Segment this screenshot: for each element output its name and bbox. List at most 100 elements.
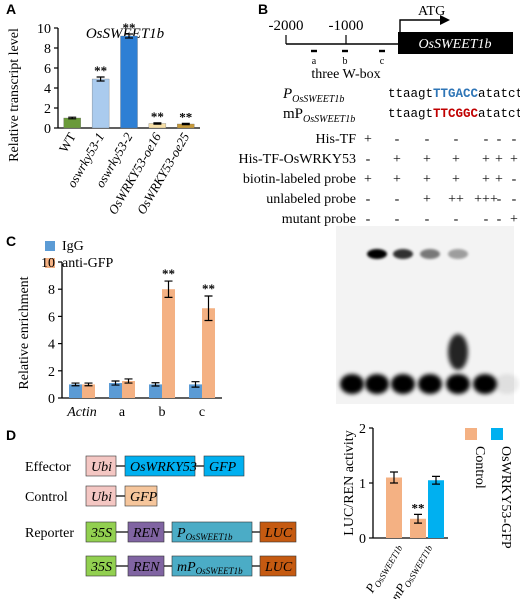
- chart-a-y-tick-label: 0: [44, 122, 51, 137]
- emsa-cell-3-5: -: [497, 192, 502, 207]
- wbox-site-a: a: [312, 56, 317, 67]
- emsa-row-label-2: biotin-labeled probe: [243, 172, 356, 187]
- effector-wrky53-label: OsWRKY53: [130, 460, 197, 475]
- chart-c-errbar-1-3: [204, 295, 213, 322]
- chart-a-y-tick-label: 8: [44, 42, 51, 57]
- reporter-promoter-wt-label: POsSWEET1b: [176, 526, 233, 542]
- chart-c-legend-label-0: IgG: [62, 239, 84, 254]
- chart-a-sig-3: **: [151, 109, 164, 124]
- chart-c-sig-1-3: **: [202, 281, 215, 296]
- emsa-condition-table: His-TF + - - - - - -His-TF-OsWRKY53- + + + + + +bioti…: [239, 132, 519, 227]
- chart-a-bar-2: [120, 35, 138, 129]
- emsa-cell-3-2: +: [423, 192, 431, 207]
- chart-d-bar-0: [386, 477, 402, 538]
- effector-label: Effector: [25, 460, 71, 475]
- gel-free-probe-5: [473, 374, 497, 394]
- gel-free-probe-1: [365, 374, 389, 394]
- emsa-gel-image: [336, 226, 519, 404]
- chart-a-errbar-0: [68, 116, 77, 120]
- emsa-cell-4-3: -: [454, 212, 459, 227]
- chart-a-sig-4: **: [179, 109, 192, 124]
- control-label: Control: [25, 490, 68, 505]
- chart-c-y-tick-label: 2: [48, 365, 55, 380]
- emsa-cell-0-3: -: [454, 132, 459, 147]
- emsa-cell-4-2: -: [425, 212, 430, 227]
- chart-a-errbar-2: [125, 33, 133, 39]
- emsa-cell-2-4: +: [482, 172, 490, 187]
- seq-mut-label: mPOsSWEET1b: [283, 106, 355, 125]
- chart-c-bar-1-2: [162, 289, 175, 398]
- chart-c-ylabel: Relative enrichment: [17, 276, 32, 389]
- control-gfp-box: [124, 485, 158, 507]
- gel-free-probe-6: [495, 374, 519, 394]
- reporter-luc-box: [259, 521, 297, 543]
- chart-c-legend-swatch-0: [45, 241, 55, 251]
- emsa-cell-2-6: -: [512, 172, 517, 187]
- emsa-cell-3-3: ++: [448, 192, 464, 207]
- tss-arrow: [399, 19, 440, 32]
- emsa-cell-4-5: -: [497, 212, 502, 227]
- effector-ubi-label: Ubi: [91, 460, 112, 475]
- chart-c-y-tick-label: 6: [48, 310, 55, 325]
- emsa-row-label-3: unlabeled probe: [266, 192, 356, 207]
- wbox-site-c: c: [380, 56, 385, 67]
- chart-c-bar-1-3: [202, 308, 215, 398]
- chart-c-errbar-0-1: [111, 380, 120, 386]
- chart-c-y-tick-label: 10: [41, 256, 55, 271]
- chart-a-y-tick-label: 2: [44, 102, 51, 117]
- emsa-cell-2-1: +: [393, 172, 401, 187]
- effector-gfp-box: [203, 455, 245, 477]
- promoter-diagram: -2000 -1000 OsSWEET1b ATG a b c three W-…: [269, 4, 520, 125]
- emsa-cell-1-3: +: [452, 152, 460, 167]
- chart-a-bar-1: [91, 78, 110, 129]
- seq-wt-label: POsSWEET1b: [282, 86, 344, 105]
- chart-luc-ren: LUC/REN activity 012 ** POsSWEET1bmPOsSW…: [342, 422, 513, 599]
- emsa-cell-1-2: +: [423, 152, 431, 167]
- seq-wt: ttaagtTTGACCatatcttg: [388, 87, 520, 101]
- chart-d-sig-1: **: [412, 500, 425, 515]
- chart-c-legend-swatch-1: [45, 258, 55, 268]
- chart-d-legend-swatch-0: [465, 428, 477, 440]
- reporter-promoter-mut-label: mPOsSWEET1b: [177, 560, 243, 576]
- emsa-cell-2-3: +: [452, 172, 460, 187]
- chart-c-y-tick-label: 4: [48, 338, 55, 353]
- chart-c-category-1: a: [119, 405, 126, 420]
- panel-label-b: B: [258, 1, 268, 17]
- emsa-cell-0-4: -: [484, 132, 489, 147]
- chart-d-errbar-2: [432, 475, 440, 485]
- promoter-pos-2000: -2000: [269, 18, 304, 34]
- gel-free-probe-2: [391, 374, 415, 394]
- emsa-cell-1-6: +: [510, 152, 518, 167]
- chart-d-ylabel: LUC/REN activity: [342, 430, 357, 535]
- reporter-ren-label: REN: [132, 526, 160, 541]
- emsa-cell-3-4: +++: [474, 192, 498, 207]
- emsa-cell-4-6: +: [510, 212, 518, 227]
- promoter-pos-1000: -1000: [329, 18, 364, 34]
- chart-c-bar-0-1: [109, 383, 122, 398]
- gel-shift-band-4: [448, 249, 468, 259]
- wbox-site-b: b: [343, 56, 348, 67]
- emsa-cell-3-1: -: [395, 192, 400, 207]
- effector-gfp-label: GFP: [209, 460, 237, 475]
- chart-c-errbar-1-2: [164, 280, 173, 298]
- chart-a-category-0: WT: [56, 130, 79, 155]
- atg-label: ATG: [418, 4, 445, 19]
- emsa-cell-4-0: -: [366, 212, 371, 227]
- chart-c-bar-1-0: [82, 384, 95, 398]
- chart-d-legend-label-1: OsWRKY53-GFP: [498, 446, 513, 549]
- gel-free-probe-0: [340, 374, 364, 394]
- emsa-cell-0-2: -: [425, 132, 430, 147]
- chart-c-bar-0-2: [149, 384, 162, 398]
- panel-label-c: C: [6, 233, 16, 249]
- chart-c-bar-0-3: [189, 384, 202, 398]
- reporter-35s-label: 35S: [90, 526, 112, 541]
- emsa-row-label-1: His-TF-OsWRKY53: [239, 152, 356, 167]
- chart-a-y-tick-label: 4: [44, 82, 51, 97]
- gel-shift-band-1: [367, 249, 387, 259]
- wbox-label: three W-box: [311, 67, 380, 82]
- emsa-cell-1-5: +: [495, 152, 503, 167]
- emsa-cell-2-5: +: [495, 172, 503, 187]
